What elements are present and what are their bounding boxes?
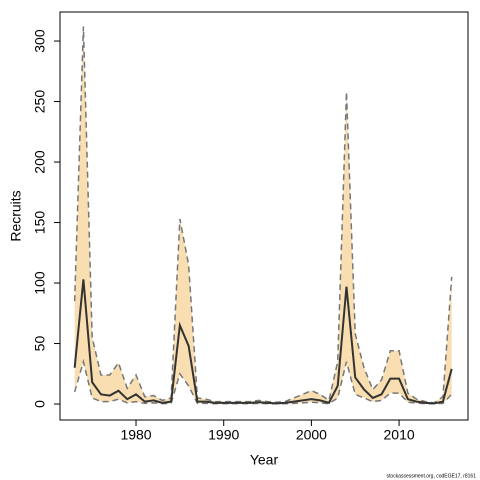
y-tick-label: 100 bbox=[32, 271, 48, 295]
y-tick-label: 200 bbox=[32, 150, 48, 174]
y-tick-label: 50 bbox=[32, 336, 48, 352]
plot-frame bbox=[59, 11, 469, 421]
x-axis-label: Year bbox=[250, 452, 279, 468]
y-tick-label: 150 bbox=[32, 211, 48, 235]
x-tick-label: 2000 bbox=[296, 427, 327, 443]
x-tick-label: 1980 bbox=[120, 427, 151, 443]
y-tick-label: 250 bbox=[32, 90, 48, 114]
lower-bound bbox=[73, 358, 453, 405]
y-tick-label: 0 bbox=[32, 400, 48, 408]
upper-bound bbox=[73, 26, 453, 404]
estimate-line bbox=[73, 279, 453, 405]
y-tick-label: 300 bbox=[32, 29, 48, 53]
x-tick-label: 2010 bbox=[384, 427, 415, 443]
y-axis-label: Recruits bbox=[8, 190, 24, 241]
x-tick-label: 1990 bbox=[208, 427, 239, 443]
footer: stockassessment.org, codEGE17, r8161 bbox=[387, 473, 477, 479]
